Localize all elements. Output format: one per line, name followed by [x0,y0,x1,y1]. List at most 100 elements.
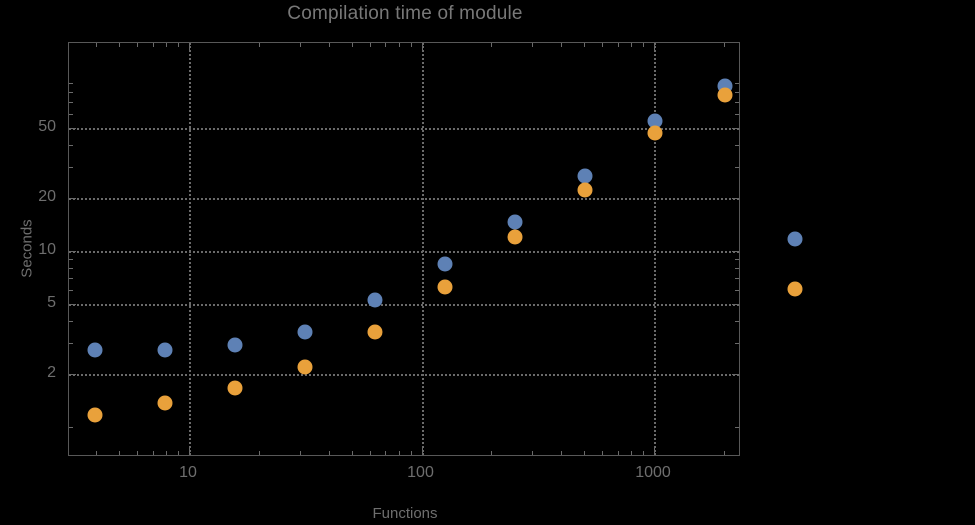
x-axis-minor-tick [152,43,154,47]
x-axis-minor-tick [723,43,725,47]
y-axis-minor-tick [69,167,73,169]
x-tick-label: 1000 [635,464,671,481]
x-axis-minor-tick [152,451,154,455]
x-axis-minor-tick [299,43,301,47]
y-axis-tick [69,127,76,129]
data-point [437,256,453,272]
gridline-horizontal [69,303,739,306]
y-tick-label: 10 [38,241,56,258]
data-point [577,182,593,198]
x-axis-minor-tick [561,43,563,47]
x-axis-minor-tick [617,43,619,47]
y-tick-label: 50 [38,117,56,135]
x-axis-minor-tick [178,43,180,47]
data-point [647,125,663,141]
x-axis-minor-tick [119,451,120,455]
data-point [507,214,523,230]
x-axis-minor-tick [299,451,301,455]
x-axis-tick [189,43,190,50]
y-axis-minor-tick [735,343,739,345]
y-axis-minor-tick [735,278,739,280]
x-axis-minor-tick [96,43,98,47]
y-axis-minor-tick [69,290,73,292]
y-axis-minor-tick [735,321,739,323]
x-axis-minor-tick [584,451,585,455]
x-axis-minor-tick [398,43,400,47]
data-point [787,281,803,297]
x-axis-minor-tick [351,451,353,455]
x-axis-minor-tick [166,43,168,47]
y-tick-label: 2 [47,364,56,382]
x-axis-minor-tick [617,451,619,455]
x-axis-minor-tick [385,43,387,47]
x-axis-minor-tick [584,43,585,47]
y-axis-minor-tick [735,92,739,94]
x-axis-label: Functions [372,505,438,522]
data-point [507,229,523,245]
data-point [647,113,663,129]
x-axis-minor-tick [602,451,604,455]
x-axis-minor-tick [561,451,563,455]
gridline-horizontal [69,127,739,130]
y-tick-label: 5 [47,293,56,311]
gridline-horizontal [69,251,739,253]
data-point [717,87,733,103]
y-axis-minor-tick [69,259,73,261]
gridline-vertical [189,43,191,455]
x-axis-minor-tick [328,43,330,47]
data-point [227,380,243,396]
y-axis-minor-tick [735,427,739,428]
x-axis-minor-tick [369,451,371,455]
y-axis-tick [732,251,739,252]
x-axis-minor-tick [385,451,387,455]
y-axis-tick [69,251,76,252]
y-axis-minor-tick [735,102,739,104]
gridline-vertical [654,43,656,455]
y-axis-minor-tick [69,268,73,270]
x-axis-minor-tick [137,43,139,47]
x-axis-tick [421,448,423,455]
x-axis-minor-tick [643,451,645,455]
x-tick-label: 100 [407,464,434,481]
x-axis-minor-tick [137,451,139,455]
x-axis-minor-tick [631,451,633,455]
y-axis-minor-tick [69,278,73,280]
y-axis-minor-tick [69,427,73,428]
y-axis-minor-tick [735,259,739,261]
x-axis-minor-tick [631,43,633,47]
data-point [437,279,453,295]
y-axis-minor-tick [69,321,73,323]
data-point [87,407,103,423]
y-axis-tick [732,374,739,376]
x-axis-minor-tick [532,43,534,47]
plot-area [68,42,740,456]
y-axis-tick [732,198,739,200]
x-axis-minor-tick [351,43,353,47]
data-point [367,324,383,340]
y-axis-tick [732,127,739,129]
x-axis-tick [421,43,423,50]
x-axis-minor-tick [410,451,412,455]
y-axis-tick [69,303,76,305]
y-axis-minor-tick [735,114,739,116]
y-axis-minor-tick [735,83,739,85]
gridline-vertical [421,43,424,455]
x-axis-minor-tick [410,43,412,47]
data-point [297,324,313,340]
x-axis-minor-tick [491,451,493,455]
data-point [227,337,243,353]
data-point [157,342,173,358]
y-axis-tick [732,303,739,305]
y-axis-minor-tick [735,290,739,292]
y-axis-minor-tick [69,83,73,85]
y-tick-label: 20 [38,188,56,206]
data-point [297,359,313,375]
data-point [157,395,173,411]
y-axis-minor-tick [735,268,739,270]
x-axis-minor-tick [258,451,260,455]
y-axis-minor-tick [69,102,73,104]
x-axis-minor-tick [491,43,493,47]
data-point [787,231,803,247]
y-axis-tick [69,374,76,376]
